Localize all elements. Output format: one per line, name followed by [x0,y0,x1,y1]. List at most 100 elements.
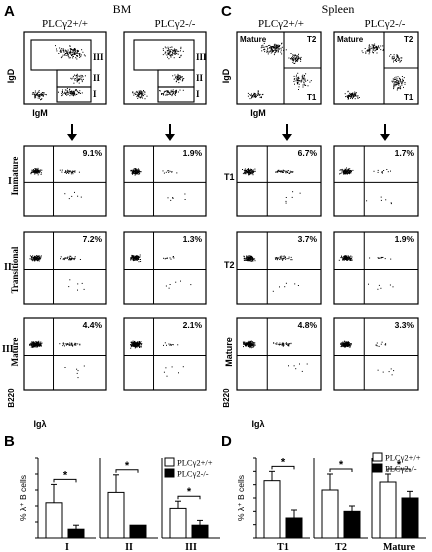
event-dot [72,92,74,94]
event-dot [77,283,79,285]
event-dot [69,48,71,50]
event-dot [66,343,68,345]
event-dot [71,94,73,96]
event-dot [399,78,401,80]
event-dot [376,345,378,347]
event-dot [343,259,345,261]
event-dot [297,60,298,62]
event-dot [352,94,353,95]
event-dot [377,171,379,173]
event-dot [133,257,135,259]
event-dot [133,94,135,96]
event-dot [297,72,299,74]
event-dot [402,80,404,82]
event-dot [142,97,143,99]
event-dot [381,257,383,258]
event-dot [349,170,350,172]
event-dot [32,169,34,170]
event-dot [39,171,40,173]
event-dot [346,257,348,259]
event-dot [166,54,168,56]
event-dot [251,96,253,98]
event-dot [31,345,33,347]
event-dot [399,61,401,63]
event-dot [281,42,283,44]
event-dot [173,91,175,93]
gate-percentage: 9.1% [83,148,103,158]
event-dot [34,97,36,99]
event-dot [296,74,297,76]
event-dot [297,58,299,60]
y-axis-label: % λ⁺ B cells [18,475,28,521]
event-dot [134,257,136,258]
row-label-i: I [8,176,12,187]
event-dot [70,171,72,173]
event-dot [73,50,75,51]
event-dot [40,98,42,100]
event-dot [177,50,179,52]
event-dot [40,172,42,174]
event-dot [133,170,135,172]
event-dot [266,45,268,47]
event-dot [350,96,352,98]
event-dot [297,285,299,286]
event-dot [383,170,385,171]
event-dot [282,344,284,346]
event-dot [181,80,183,82]
event-dot [248,170,250,172]
event-dot [138,170,140,172]
event-dot [76,58,78,60]
event-dot [390,368,392,370]
event-dot [353,94,355,95]
event-dot [254,258,256,260]
event-dot [276,49,278,51]
event-dot [397,81,399,83]
event-dot [175,77,177,79]
event-dot [167,49,169,51]
event-dot [141,93,143,94]
event-dot [248,342,249,344]
event-dot [64,345,65,347]
event-dot [268,51,270,53]
event-dot [70,343,72,345]
event-dot [39,343,41,345]
event-dot [403,77,405,79]
event-dot [294,83,295,85]
event-dot [138,92,140,94]
event-dot [69,45,71,47]
gate-label-i: I [196,89,200,99]
event-dot [36,259,38,261]
event-dot [137,170,139,172]
event-dot [365,52,367,54]
event-dot [248,260,250,262]
event-dot [347,258,349,260]
spleen-wt-gating-plot: Mature T2 T1 [236,31,322,105]
event-dot [39,170,41,172]
event-dot [378,284,380,286]
event-dot [275,49,277,51]
event-dot [70,48,72,50]
event-dot [175,53,177,55]
event-dot [66,170,68,172]
event-dot [62,91,63,93]
event-dot [369,46,371,48]
event-dot [393,83,395,85]
event-dot [132,342,134,344]
event-dot [72,258,74,260]
event-dot [40,341,42,343]
event-dot [40,344,42,346]
event-dot [68,344,70,346]
event-dot [343,256,345,258]
event-dot [41,342,43,344]
event-dot [74,256,76,258]
event-dot [137,95,138,97]
event-dot [345,255,347,257]
event-dot [275,258,277,260]
event-dot [68,54,69,56]
event-dot [137,341,139,343]
event-dot [39,94,40,96]
event-dot [248,256,249,258]
x-tick-label: Mature [383,542,416,552]
event-dot [74,342,76,344]
event-dot [180,77,182,79]
